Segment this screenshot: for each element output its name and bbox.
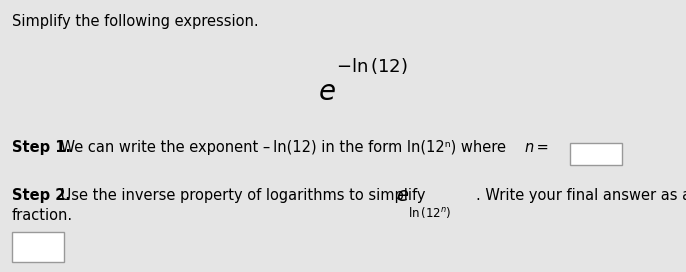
Text: $-\mathrm{ln}\,(12)$: $-\mathrm{ln}\,(12)$: [336, 56, 407, 76]
FancyBboxPatch shape: [12, 232, 64, 262]
Text: $\mathrm{ln}\,(12^n)$: $\mathrm{ln}\,(12^n)$: [408, 205, 451, 220]
Text: $e$: $e$: [318, 78, 336, 106]
Text: =: =: [532, 140, 554, 155]
Text: n: n: [524, 140, 533, 155]
Text: $e$: $e$: [396, 186, 409, 205]
Text: fraction.: fraction.: [12, 208, 73, 223]
Text: Use the inverse property of logarithms to simplify: Use the inverse property of logarithms t…: [56, 188, 430, 203]
Text: Step 1.: Step 1.: [12, 140, 71, 155]
Text: We can write the exponent – ln(12) in the form ln(12ⁿ) where: We can write the exponent – ln(12) in th…: [56, 140, 510, 155]
FancyBboxPatch shape: [570, 143, 622, 165]
Text: Step 2.: Step 2.: [12, 188, 71, 203]
Text: Simplify the following expression.: Simplify the following expression.: [12, 14, 259, 29]
Text: . Write your final answer as a: . Write your final answer as a: [476, 188, 686, 203]
